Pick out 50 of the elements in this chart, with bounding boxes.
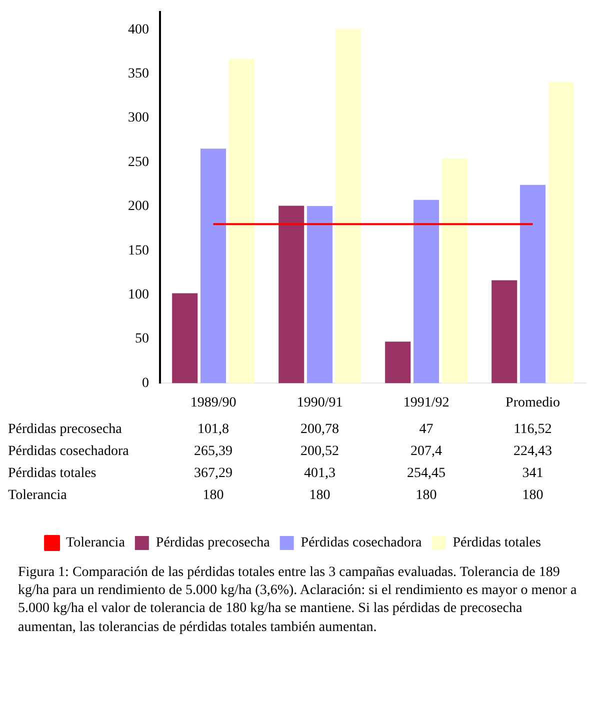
y-tick-label: 250 (128, 154, 149, 170)
y-tick-label: 0 (142, 376, 149, 391)
y-tick-label: 50 (135, 332, 149, 347)
data-label: 180 (309, 488, 330, 503)
data-label: 341 (522, 466, 544, 481)
data-label: 200,78 (300, 422, 339, 437)
data-label: 116,52 (514, 422, 552, 437)
data-label: 254,45 (407, 466, 446, 481)
data-label: 101,8 (198, 422, 229, 437)
x-tick-label: 1989/90 (190, 395, 236, 410)
y-tick-label: 200 (128, 199, 149, 214)
data-label: 180 (522, 488, 544, 503)
bar (442, 158, 468, 384)
text: Tolerancia (8, 488, 67, 503)
data-label: 224,43 (514, 444, 552, 459)
legend-label: Pérdidas cosechadora (300, 536, 422, 551)
y-tick-label: 150 (128, 243, 149, 258)
y-tick-label: 300 (128, 110, 149, 126)
data-label: 265,39 (194, 444, 232, 459)
bar (200, 148, 226, 384)
bar (520, 184, 546, 384)
y-tick-label: 100 (128, 287, 149, 302)
x-tick-label: Promedio (506, 395, 560, 410)
bar (413, 200, 440, 384)
legend-label: Tolerancia (66, 536, 126, 551)
bar (228, 58, 254, 384)
data-label: 180 (202, 488, 224, 503)
bar (306, 206, 333, 384)
data-label: 180 (416, 488, 437, 503)
legend-label: Pérdidas precosecha (156, 536, 271, 551)
bar (335, 28, 361, 384)
y-tick-label: 400 (128, 22, 149, 38)
y-tick-label: 350 (128, 66, 149, 82)
bar (492, 280, 518, 384)
data-label: 367,29 (194, 466, 232, 481)
text: Pérdidas cosechadora (8, 444, 129, 459)
x-tick-label: 1990/91 (296, 395, 343, 410)
legend-label: Pérdidas totales (452, 536, 541, 551)
data-label: 47 (419, 422, 434, 437)
data-label: 401,3 (304, 466, 336, 481)
bar (385, 342, 411, 384)
text: Figura 1: Comparación de las pérdidas totales entre las 3 campañas evaluadas. Tolerancia de 189 kg/ha para un rendimiento de 5.000 kg/ha (3,6%). Aclaración: si el rendimiento es mayor o menor a 5.000 kg/ha el valor de tolerancia de 180 kg/ha se mantiene. Si las pérdidas de precosecha aumentan, las tolerancias de pérdidas totales también aumentan. (18, 564, 578, 637)
data-label: 207,4 (410, 444, 442, 459)
x-tick-label: 1991/92 (403, 395, 450, 410)
bar (172, 293, 198, 384)
bar (278, 206, 304, 384)
data-label: 200,52 (300, 444, 339, 459)
bar (548, 82, 574, 384)
text: Pérdidas precosecha (8, 422, 122, 437)
text: Pérdidas totales (8, 466, 96, 481)
